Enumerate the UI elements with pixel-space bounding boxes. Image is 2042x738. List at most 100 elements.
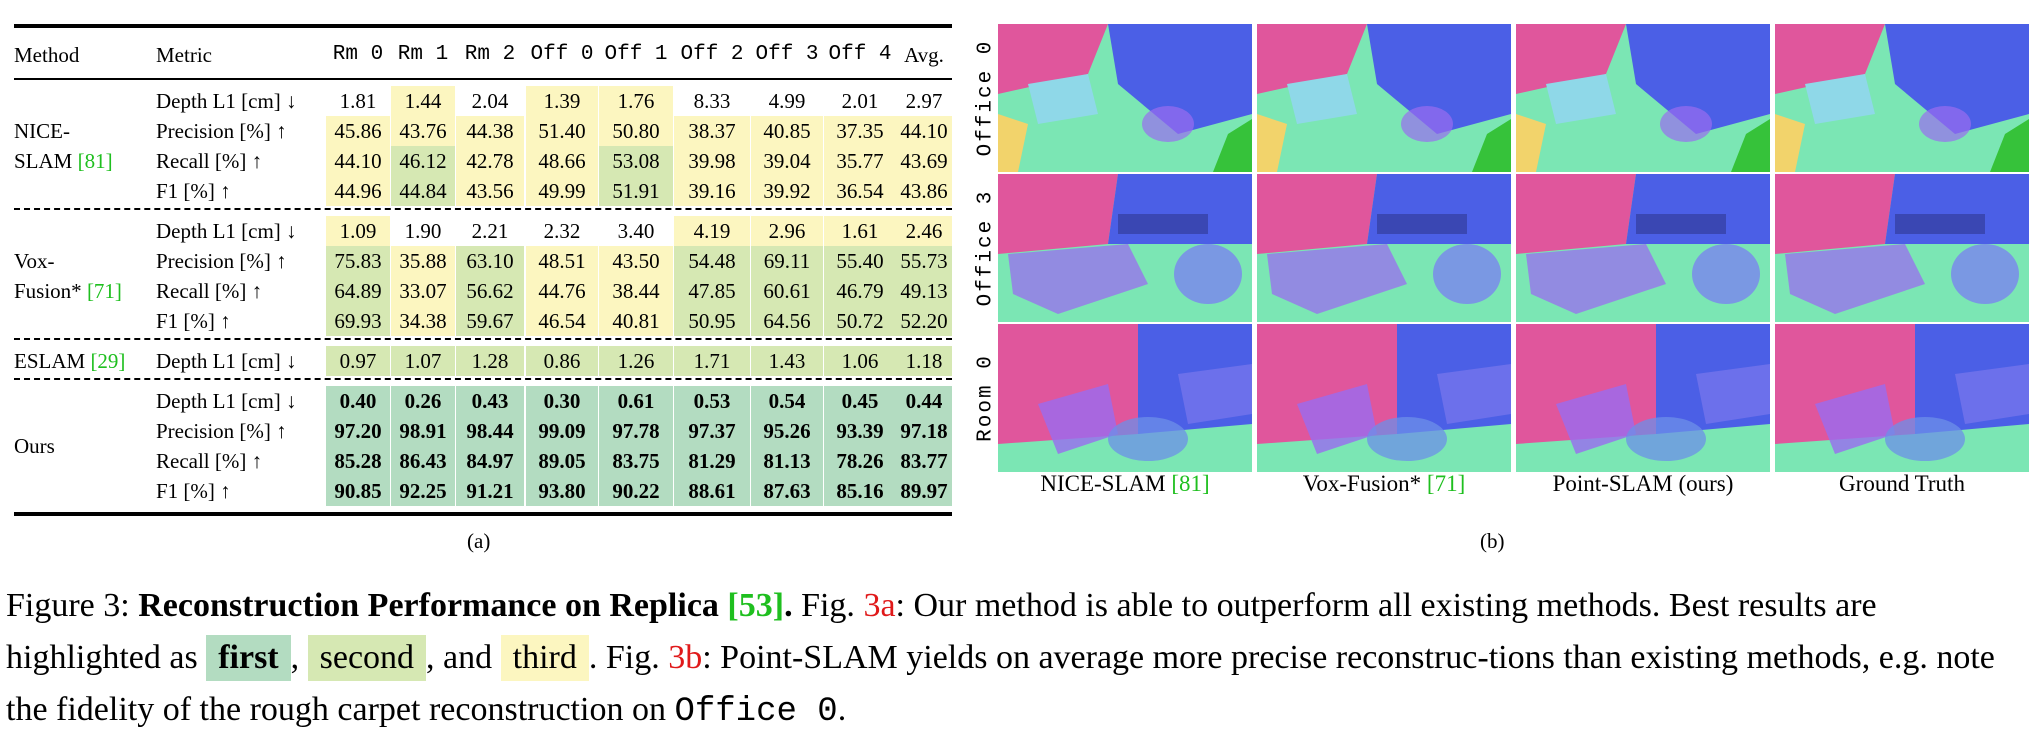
- table-cell: 92.25: [391, 476, 455, 506]
- table-cell: 43.86: [896, 176, 952, 206]
- table-cell: 1.39: [526, 86, 598, 116]
- column-label-text: Vox-Fusion*: [1302, 471, 1427, 496]
- method-citation[interactable]: [81]: [77, 149, 113, 173]
- table-cell: 85.28: [326, 446, 390, 476]
- metric-label: Depth L1 [cm] ↓: [156, 389, 297, 413]
- table-cell: 2.97: [905, 89, 943, 113]
- table-cell: 1.90: [404, 219, 442, 243]
- normal-map-image: [1257, 324, 1511, 472]
- column-label-text: Point-SLAM (ours): [1552, 471, 1734, 496]
- row-label-text: Office 3: [974, 189, 998, 307]
- method-citation[interactable]: [71]: [86, 279, 122, 303]
- column-citation[interactable]: [81]: [1171, 471, 1210, 496]
- table-cell: 91.21: [456, 476, 524, 506]
- group-separator: [14, 208, 952, 210]
- metric-label: Recall [%] ↑: [156, 279, 263, 303]
- method-label: ESLAM [29]: [14, 346, 125, 376]
- method-name-line1: Ours: [14, 434, 55, 458]
- caption-title-cite[interactable]: [53]: [727, 587, 785, 624]
- legend-third: third: [500, 635, 589, 681]
- column-citation[interactable]: [71]: [1426, 471, 1466, 496]
- caption-ref-3b[interactable]: 3b: [668, 639, 703, 676]
- normal-map-image: [1516, 174, 1770, 322]
- table-cell: 0.30: [526, 386, 598, 416]
- table-cell: 52.20: [896, 306, 952, 336]
- normal-map-image: [1775, 324, 2029, 472]
- table-cell: 1.26: [599, 346, 673, 376]
- method-citation[interactable]: [29]: [90, 349, 126, 373]
- table-cell: 43.56: [456, 176, 524, 206]
- metric-label: Depth L1 [cm] ↓: [156, 349, 297, 373]
- table-cell: 0.45: [824, 386, 896, 416]
- column-label: Vox-Fusion* [71]: [1257, 471, 1511, 497]
- table-cell: 81.29: [674, 446, 750, 476]
- table-cell: 39.92: [751, 176, 823, 206]
- table-cell: 0.53: [674, 386, 750, 416]
- table-cell: 97.18: [896, 416, 952, 446]
- table-cell: 64.89: [326, 276, 390, 306]
- normal-map-image: [1516, 324, 1770, 472]
- table-cell: 97.37: [674, 416, 750, 446]
- table-cell: 2.46: [896, 216, 952, 246]
- table-cell: 48.51: [526, 246, 598, 276]
- method-name-line2: SLAM: [14, 149, 73, 173]
- table-cell: 50.80: [599, 116, 673, 146]
- metric-label: Precision [%] ↑: [156, 249, 287, 273]
- column-header: Rm 2: [464, 43, 516, 66]
- table-cell: 39.98: [674, 146, 750, 176]
- table-cell: 35.88: [391, 246, 455, 276]
- table-cell: 63.10: [456, 246, 524, 276]
- table-cell: 44.10: [896, 116, 952, 146]
- table-cell: 56.62: [456, 276, 524, 306]
- table-cell: 45.86: [326, 116, 390, 146]
- table-cell: 39.04: [751, 146, 823, 176]
- table-cell: 33.07: [391, 276, 455, 306]
- legend-first: first: [206, 635, 291, 681]
- table-cell: 1.07: [391, 346, 455, 376]
- table-cell: 2.04: [471, 89, 509, 113]
- table-cell: 51.40: [526, 116, 598, 146]
- normal-map-image: [998, 324, 1252, 472]
- column-label-text: Ground Truth: [1839, 471, 1965, 496]
- table-cell: 49.13: [896, 276, 952, 306]
- table-cell: 90.85: [326, 476, 390, 506]
- caption-title-end: .: [784, 587, 793, 624]
- table-cell: 98.44: [456, 416, 524, 446]
- table-cell: 60.61: [751, 276, 823, 306]
- table-cell: 1.43: [751, 346, 823, 376]
- table-rule: [14, 78, 952, 80]
- table-cell: 99.09: [526, 416, 598, 446]
- table-cell: 69.11: [751, 246, 823, 276]
- table-cell: 4.99: [768, 89, 806, 113]
- table-cell: 0.26: [391, 386, 455, 416]
- table-cell: 86.43: [391, 446, 455, 476]
- caption-ref-3a[interactable]: 3a: [863, 587, 896, 624]
- table-cell: 97.20: [326, 416, 390, 446]
- table-cell: 64.56: [751, 306, 823, 336]
- table-cell: 53.08: [599, 146, 673, 176]
- table-cell: 0.86: [526, 346, 598, 376]
- column-header: Method: [14, 43, 80, 67]
- method-label: Ours: [14, 431, 55, 461]
- table-cell: 43.50: [599, 246, 673, 276]
- table-cell: 1.71: [674, 346, 750, 376]
- metric-label: F1 [%] ↑: [156, 309, 231, 333]
- table-cell: 1.76: [599, 86, 673, 116]
- table-cell: 1.18: [896, 346, 952, 376]
- table-cell: 85.16: [824, 476, 896, 506]
- table-cell: 69.93: [326, 306, 390, 336]
- table-cell: 1.81: [339, 89, 377, 113]
- table-cell: 0.61: [599, 386, 673, 416]
- table-cell: 55.40: [824, 246, 896, 276]
- table-rule: [14, 24, 952, 28]
- column-header: Off 4: [828, 43, 892, 66]
- table-cell: 42.78: [456, 146, 524, 176]
- table-cell: 0.44: [896, 386, 952, 416]
- column-header: Off 3: [755, 43, 819, 66]
- normal-map-image: [1257, 24, 1511, 172]
- table-cell: 0.43: [456, 386, 524, 416]
- table-cell: 0.54: [751, 386, 823, 416]
- table-cell: 43.76: [391, 116, 455, 146]
- table-cell: 55.73: [896, 246, 952, 276]
- caption-text: : Our method is able to outperform all e…: [6, 587, 1877, 676]
